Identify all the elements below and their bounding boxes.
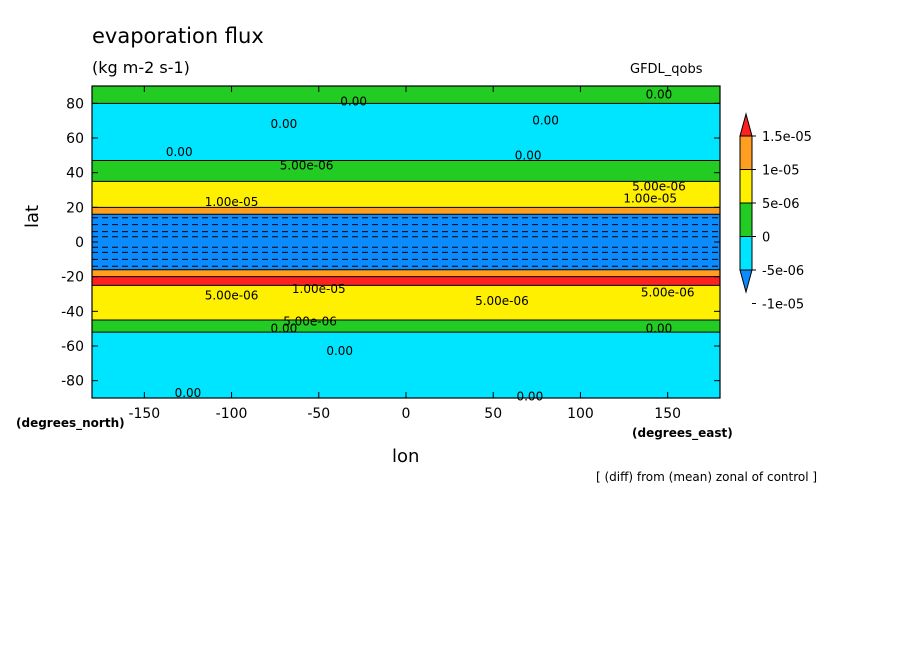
colorbar-label: 1e-05 — [762, 164, 800, 179]
x-tick-label: -50 — [307, 406, 330, 422]
contour-band-0 — [92, 86, 720, 104]
contour-labels: 0.00 0.000.00 0.000.00 0.005.00e-065.00e-06… — [166, 88, 695, 404]
colorbar-segment — [739, 202, 753, 237]
footnote: [ (diff) from (mean) zonal of control ] — [596, 470, 818, 484]
x-tick-label: 50 — [484, 406, 502, 422]
contour-label: 1.00e-05 — [292, 282, 346, 296]
contour-band-5 — [92, 214, 720, 270]
colorbar-label: 1.5e-05 — [762, 130, 812, 145]
x-tick-label: 0 — [402, 406, 411, 422]
y-tick-label: -40 — [61, 304, 84, 320]
contour-label: 5.00e-06 — [641, 285, 695, 299]
contour-label: 0.00 — [516, 389, 543, 403]
model-name: GFDL_qobs — [630, 62, 703, 77]
contour-band-10 — [92, 332, 720, 398]
colorbar-segment — [739, 236, 753, 271]
colorbar-arrow-top — [739, 112, 753, 137]
contour-band-9 — [92, 320, 720, 333]
x-axis-units: (degrees_east) — [632, 426, 733, 440]
contour-label: 1.00e-05 — [623, 192, 677, 206]
contour-label: 5.00e-06 — [205, 289, 259, 303]
contour-label: 0.00 — [271, 322, 298, 336]
colorbar-segment — [739, 135, 753, 170]
colorbar-label: 0 — [762, 231, 770, 246]
contour-label: 0.00 — [532, 114, 559, 128]
contour-band-7 — [92, 276, 720, 286]
colorbar-segment — [739, 169, 753, 204]
x-tick-label: 150 — [654, 406, 681, 422]
contour-band-8 — [92, 285, 720, 320]
x-tick-label: -100 — [216, 406, 248, 422]
contour-label: 0.00 — [646, 322, 673, 336]
contour-label: 0.00 — [271, 117, 298, 131]
contour-label: 5.00e-06 — [280, 159, 334, 173]
colorbar: 1.5e-05 1e-05 5e-06 0 -5e-06 -1e-05 — [739, 112, 812, 313]
chart-title: evaporation flux — [92, 24, 264, 48]
y-tick-label: 40 — [66, 166, 84, 182]
contour-band-6 — [92, 269, 720, 277]
y-tick-label: -80 — [61, 374, 84, 390]
y-tick-label: 60 — [66, 131, 84, 147]
contour-label: 5.00e-06 — [475, 294, 529, 308]
contour-label: 0.00 — [175, 386, 202, 400]
axes: -150 -100 -50 0 50 100 150 -80 -60 -40 -20 0 20 40 60 8… — [61, 85, 721, 422]
colorbar-label: 5e-06 — [762, 197, 800, 212]
y-tick-label: 20 — [66, 200, 84, 216]
contour-label: 1.00e-05 — [205, 195, 259, 209]
contour-band-4 — [92, 207, 720, 215]
y-axis-units: (degrees_north) — [16, 416, 125, 430]
contour-label: 0.00 — [326, 344, 353, 358]
contour-label: 0.00 — [646, 88, 673, 102]
contour-label: 0.00 — [340, 95, 367, 109]
contour-label: 0.00 — [166, 145, 193, 159]
colorbar-label: -1e-05 — [762, 298, 804, 313]
chart-units: (kg m-2 s-1) — [92, 58, 190, 77]
contour-band-1 — [92, 103, 720, 161]
x-tick-label: 100 — [567, 406, 594, 422]
contour-label: 0.00 — [515, 148, 542, 162]
contour-band-2 — [92, 160, 720, 182]
y-tick-label: -20 — [61, 270, 84, 286]
contour-band-3 — [92, 181, 720, 208]
plot-area — [92, 86, 720, 398]
x-axis-label: lon — [392, 446, 420, 467]
y-tick-label: 0 — [75, 235, 84, 251]
y-tick-label: -60 — [61, 339, 84, 355]
contour-label: 5.00e-06 — [283, 315, 337, 329]
y-tick-label: 80 — [66, 96, 84, 112]
contour-label: 5.00e-06 — [632, 180, 686, 194]
colorbar-arrow-bottom — [739, 269, 753, 294]
x-tick-label: -150 — [128, 406, 160, 422]
colorbar-label: -5e-06 — [762, 264, 804, 279]
